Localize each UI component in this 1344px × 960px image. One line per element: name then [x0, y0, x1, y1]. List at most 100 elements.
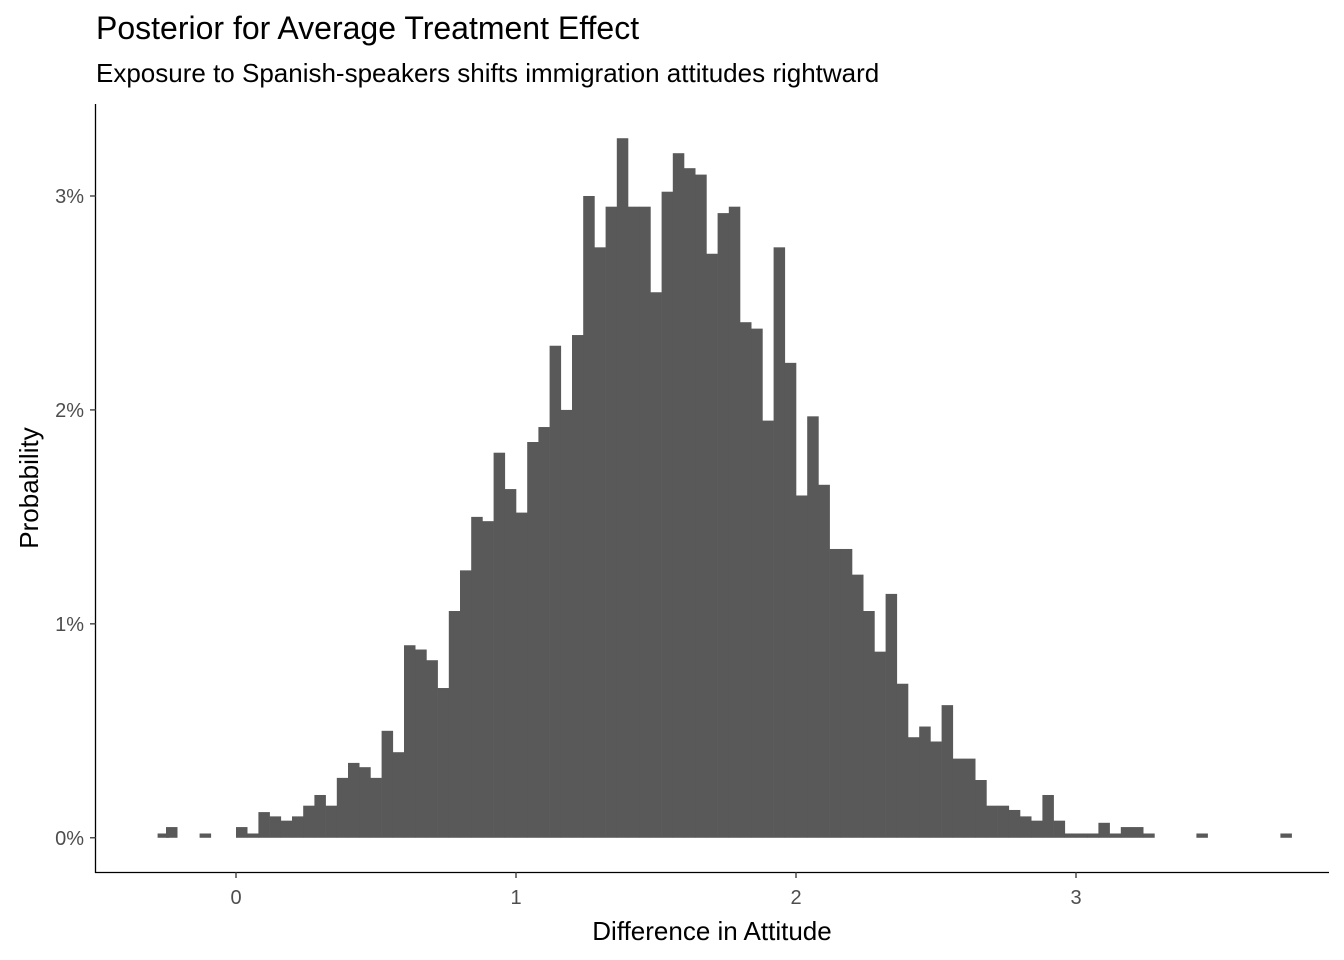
- histogram-bar: [1031, 820, 1043, 838]
- histogram-bar: [1042, 794, 1054, 838]
- histogram-bar: [325, 805, 338, 838]
- histogram-bar: [471, 516, 483, 838]
- histogram-bar: [796, 495, 808, 838]
- histogram-bar: [460, 570, 472, 838]
- histogram-bar: [807, 416, 819, 838]
- histogram-bar: [661, 191, 674, 838]
- histogram-bar: [863, 611, 875, 838]
- histogram-bar: [728, 206, 741, 838]
- histogram-bar: [639, 206, 651, 838]
- histogram-bar: [695, 174, 707, 838]
- histogram-bar: [650, 292, 662, 838]
- histogram-bar: [919, 726, 931, 838]
- histogram-bar: [482, 521, 494, 838]
- histogram-bar: [199, 833, 212, 838]
- y-tick-label: 3%: [55, 186, 84, 208]
- y-axis-ticks: 0% 1% 2% 3%: [55, 186, 96, 850]
- histogram-bar: [1008, 809, 1021, 838]
- histogram-bar: [717, 213, 730, 838]
- histogram-bar: [829, 548, 842, 838]
- chart-subtitle: Exposure to Spanish-speakers shifts immi…: [96, 58, 880, 88]
- histogram-bar: [448, 611, 461, 838]
- y-tick-label: 2%: [55, 400, 84, 422]
- histogram-bar: [359, 767, 371, 838]
- histogram-bar: [1280, 833, 1292, 838]
- histogram-bar: [381, 730, 394, 838]
- histogram-bar: [1064, 833, 1077, 838]
- histogram-bar: [560, 409, 573, 838]
- histogram-bar: [941, 705, 954, 838]
- x-axis-title: Difference in Attitude: [592, 916, 831, 946]
- histogram-bars: [157, 138, 1292, 838]
- histogram-bar: [1143, 833, 1155, 838]
- histogram-bar: [538, 427, 550, 838]
- histogram-bar: [706, 253, 718, 838]
- histogram-bar: [415, 649, 427, 838]
- histogram-bar: [1098, 822, 1110, 838]
- histogram-bar: [605, 206, 618, 838]
- histogram-bar: [392, 752, 405, 838]
- histogram-bar: [280, 820, 293, 838]
- histogram-bar: [437, 688, 450, 838]
- y-tick-label: 1%: [55, 614, 84, 636]
- histogram-bar: [740, 322, 752, 838]
- histogram-bar: [292, 816, 304, 838]
- histogram-bar: [516, 512, 528, 838]
- histogram-bar: [784, 362, 797, 838]
- histogram-bar: [952, 758, 965, 838]
- histogram-bar: [840, 548, 853, 838]
- histogram-bar: [504, 489, 517, 838]
- histogram-bar: [1053, 820, 1066, 838]
- histogram-bar: [258, 812, 270, 838]
- histogram-bar: [236, 827, 248, 838]
- histogram-bar: [1132, 827, 1144, 838]
- histogram-bar: [166, 827, 178, 838]
- x-axis-ticks: 0 1 2 3: [230, 872, 1082, 909]
- histogram-bar: [549, 345, 562, 838]
- histogram-bar: [247, 833, 259, 838]
- histogram-bar: [1087, 833, 1099, 838]
- histogram-bar: [594, 247, 606, 838]
- chart-title: Posterior for Average Treatment Effect: [96, 10, 640, 46]
- histogram-bar: [572, 335, 584, 838]
- histogram-bar: [672, 153, 685, 838]
- y-axis-title: Probability: [14, 427, 44, 548]
- histogram-bar: [896, 683, 909, 838]
- histogram-bar: [616, 138, 629, 838]
- histogram-bar: [997, 805, 1010, 838]
- histogram-bar: [964, 758, 976, 838]
- x-tick-label: 2: [790, 887, 801, 909]
- y-tick-label: 0%: [55, 828, 84, 850]
- histogram-bar: [1120, 827, 1133, 838]
- histogram-bar: [583, 195, 595, 838]
- histogram-bar: [157, 833, 170, 838]
- histogram-bar: [269, 816, 282, 838]
- x-tick-label: 1: [510, 887, 521, 909]
- histogram-bar: [404, 645, 416, 838]
- histogram-bar: [762, 420, 774, 838]
- histogram-bar: [1196, 833, 1208, 838]
- histogram-bar: [314, 794, 326, 838]
- histogram-bar: [336, 777, 349, 838]
- histogram-bar: [1020, 816, 1032, 838]
- histogram-bar: [303, 805, 315, 838]
- histogram-bar: [930, 741, 942, 838]
- histogram-bar: [527, 442, 539, 838]
- x-tick-label: 3: [1070, 887, 1081, 909]
- histogram-bar: [684, 168, 696, 838]
- histogram-bar: [1109, 833, 1122, 838]
- histogram-bar: [852, 574, 864, 838]
- histogram-bar: [348, 762, 360, 838]
- histogram-bar: [1076, 833, 1088, 838]
- histogram-bar: [493, 452, 506, 838]
- histogram-bar: [986, 805, 998, 838]
- x-tick-label: 0: [230, 887, 241, 909]
- histogram-bar: [908, 737, 920, 838]
- histogram-bar: [975, 780, 987, 838]
- histogram-bar: [370, 777, 382, 838]
- histogram-bar: [751, 328, 763, 838]
- histogram-bar: [885, 593, 898, 838]
- histogram-bar: [773, 247, 786, 838]
- histogram-bar: [426, 660, 438, 838]
